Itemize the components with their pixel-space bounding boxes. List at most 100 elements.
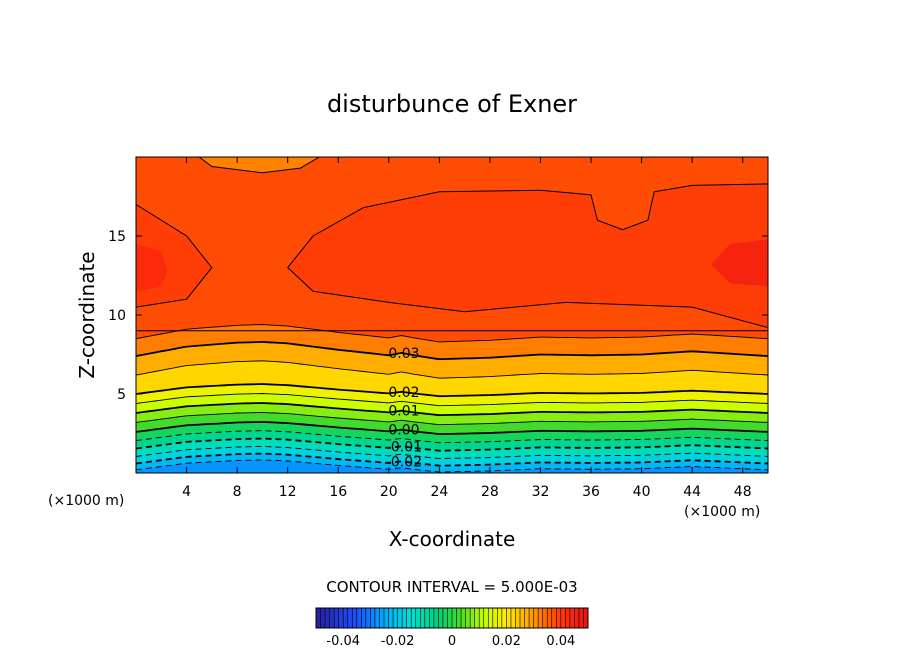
colorbar-cell — [433, 608, 439, 628]
colorbar-cell — [479, 608, 485, 628]
contour-fills — [136, 157, 768, 473]
contour-line--0.015 — [136, 446, 768, 460]
x-unit-label-left: (×1000 m) — [48, 493, 124, 509]
x-tick-label: 20 — [380, 484, 398, 500]
contour-line-0.025 — [136, 360, 768, 379]
colorbar-cell — [370, 608, 376, 628]
x-axis-ticks: 4 8 12 16 20 24 28 32 36 40 44 48 — [182, 157, 752, 500]
contour-line-0.035 — [136, 324, 768, 343]
contour-line--0.01 — [136, 437, 768, 452]
colorbar-cell — [424, 608, 430, 628]
colorbar-cell — [397, 608, 403, 628]
contour-line-upper-fill-upper-band — [136, 183, 768, 332]
colorbar-cell — [483, 608, 489, 628]
colorbar-cell — [438, 608, 444, 628]
colorbar-cell — [488, 608, 494, 628]
x-tick-label: 32 — [532, 484, 550, 500]
colorbar-cell — [515, 608, 521, 628]
colorbar-cell — [411, 608, 417, 628]
colorbar-tick-label: 0.02 — [492, 634, 521, 649]
colorbar-cell — [356, 608, 362, 628]
colorbar-cell — [442, 608, 448, 628]
y-axis-label: Z-coordinate — [75, 251, 99, 378]
fill-upper-band — [136, 183, 768, 331]
y-axis-ticks: 5 10 15 — [108, 229, 768, 403]
colorbar-cell — [415, 608, 421, 628]
contour-labels: 0.03 0.02 0.01 0.00-0.01-0.02 — [386, 346, 422, 470]
contour-line-0.01 — [136, 402, 768, 417]
contour-label: 0.01 — [388, 404, 419, 420]
colorbar-cell — [329, 608, 335, 628]
contour-line--0.025 — [136, 459, 768, 473]
colorbar-cell — [461, 608, 466, 628]
contour-interval-text: CONTOUR INTERVAL = 5.000E-03 — [326, 578, 577, 596]
colorbar-cell — [529, 608, 534, 628]
x-tick-label: 16 — [329, 484, 347, 500]
colorbar-cell — [447, 608, 453, 628]
colorbar-cell — [569, 608, 575, 628]
colorbar-cell — [374, 608, 380, 628]
colorbar-cell — [402, 608, 407, 628]
colorbar-cell — [474, 608, 480, 628]
colorbar — [315, 608, 589, 628]
contour-lines — [136, 157, 768, 473]
contour-line-upper-fill-top-cap — [198, 157, 320, 174]
colorbar-cell — [560, 608, 566, 628]
x-tick-label: 40 — [633, 484, 651, 500]
y-tick-label: 10 — [108, 308, 126, 324]
fill-left-core — [136, 243, 168, 292]
contour-line-0.005 — [136, 412, 768, 426]
colorbar-cell — [452, 608, 457, 628]
x-tick-label: 44 — [683, 484, 701, 500]
x-tick-label: 28 — [481, 484, 499, 500]
contour-line-0.02 — [136, 383, 768, 398]
colorbar-cell — [510, 608, 516, 628]
contour-line-0 — [136, 421, 768, 436]
x-tick-label: 24 — [430, 484, 448, 500]
colorbar-cell — [565, 608, 571, 628]
contour-line-0.03 — [136, 340, 768, 361]
colorbar-cell — [520, 608, 525, 628]
colorbar-cell — [384, 608, 389, 628]
colorbar-cell — [506, 608, 512, 628]
colorbar-cell — [501, 608, 507, 628]
colorbar-cell — [320, 608, 326, 628]
x-tick-label: 4 — [182, 484, 191, 500]
contour-line--0.005 — [136, 430, 768, 444]
plot-area — [136, 157, 768, 473]
colorbar-cell — [583, 608, 589, 628]
x-tick-label: 12 — [279, 484, 297, 500]
colorbar-cell — [388, 608, 394, 628]
colorbar-cell — [524, 608, 530, 628]
colorbar-cell — [325, 608, 330, 628]
colorbar-cell — [429, 608, 435, 628]
colorbar-cell — [406, 608, 412, 628]
colorbar-cell — [470, 608, 475, 628]
contour-label: -0.02 — [386, 454, 422, 470]
colorbar-cell — [492, 608, 498, 628]
x-axis-label: X-coordinate — [389, 527, 516, 551]
colorbar-cell — [497, 608, 503, 628]
colorbar-tick-label: -0.02 — [381, 634, 415, 649]
chart-title: disturbunce of Exner — [327, 90, 577, 118]
colorbar-cell — [538, 608, 543, 628]
contour-label: 0.02 — [388, 385, 419, 401]
colorbar-tick-label: 0.04 — [546, 634, 575, 649]
colorbar-tick-label: 0 — [448, 634, 456, 649]
colorbar-cell — [334, 608, 339, 628]
colorbar-cell — [361, 608, 367, 628]
colorbar-cell — [574, 608, 580, 628]
colorbar-cell — [379, 608, 385, 628]
colorbar-cell — [338, 608, 344, 628]
colorbar-cell — [420, 608, 426, 628]
contour-line-0.015 — [136, 393, 768, 407]
x-unit-label-right: (×1000 m) — [684, 504, 760, 520]
colorbar-cell — [456, 608, 462, 628]
contour-line--0.02 — [136, 452, 768, 467]
colorbar-tick-label: -0.04 — [326, 634, 360, 649]
x-tick-label: 36 — [582, 484, 600, 500]
y-tick-label: 5 — [117, 387, 126, 403]
colorbar-cell — [316, 608, 321, 628]
fill-band--0.025 — [136, 459, 768, 473]
